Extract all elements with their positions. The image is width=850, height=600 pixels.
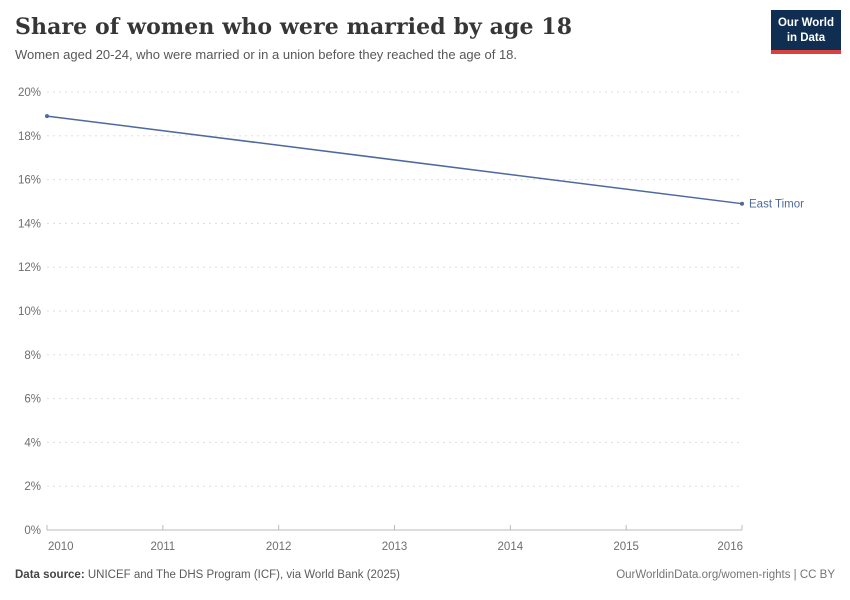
y-tick-label: 12% [18,262,41,274]
y-tick-label: 20% [18,87,41,99]
chart-footer: Data source: UNICEF and The DHS Program … [15,569,835,581]
owid-logo-line2: in Data [786,32,826,44]
plot-area: 0% 2% 4% 6% 8% 10% 12% 14% 16% 18% 20% 2010 2011 2012… [0,80,850,570]
owid-url-link[interactable]: OurWorldinData.org/women-rights [616,569,791,581]
chart-header: Share of women who were married by age 1… [15,14,750,63]
data-source-text: UNICEF and The DHS Program (ICF), via Wo… [84,569,400,581]
line-chart: 0% 2% 4% 6% 8% 10% 12% 14% 16% 18% 20% 2010 2011 2012… [18,87,804,553]
y-tick-label: 14% [18,218,41,230]
owid-logo: Our World in Data [770,10,841,54]
x-tick-label: 2011 [150,541,175,553]
y-tick-label: 10% [18,306,41,318]
entity-label[interactable]: East Timor [749,199,804,211]
data-source-label: Data source: [15,569,85,581]
data-point[interactable] [45,114,49,119]
license-text: | CC BY [790,569,835,581]
x-tick-label: 2010 [48,541,74,553]
y-tick-label: 18% [18,131,41,143]
chart-subtitle: Women aged 20-24, who were married or in… [15,47,518,62]
x-tick-label: 2012 [266,541,292,553]
x-tick-label: 2014 [498,541,524,553]
series-line[interactable] [46,115,743,205]
y-tick-label: 8% [24,350,41,362]
page-title: Share of women who were married by age 1… [15,14,573,40]
x-tick-label: 2016 [717,541,743,553]
y-tick-label: 6% [24,394,41,406]
x-tick-label: 2013 [382,541,408,553]
data-point[interactable] [740,201,744,206]
y-tick-label: 2% [24,481,41,493]
footer-right: OurWorldinData.org/women-rights | CC BY [616,569,835,581]
y-tick-label: 16% [18,175,41,187]
data-source: Data source: UNICEF and The DHS Program … [15,569,400,581]
y-tick-label: 4% [24,437,41,449]
y-tick-label: 0% [24,525,41,537]
owid-logo-line1: Our World [777,17,834,29]
x-tick-label: 2015 [613,541,639,553]
